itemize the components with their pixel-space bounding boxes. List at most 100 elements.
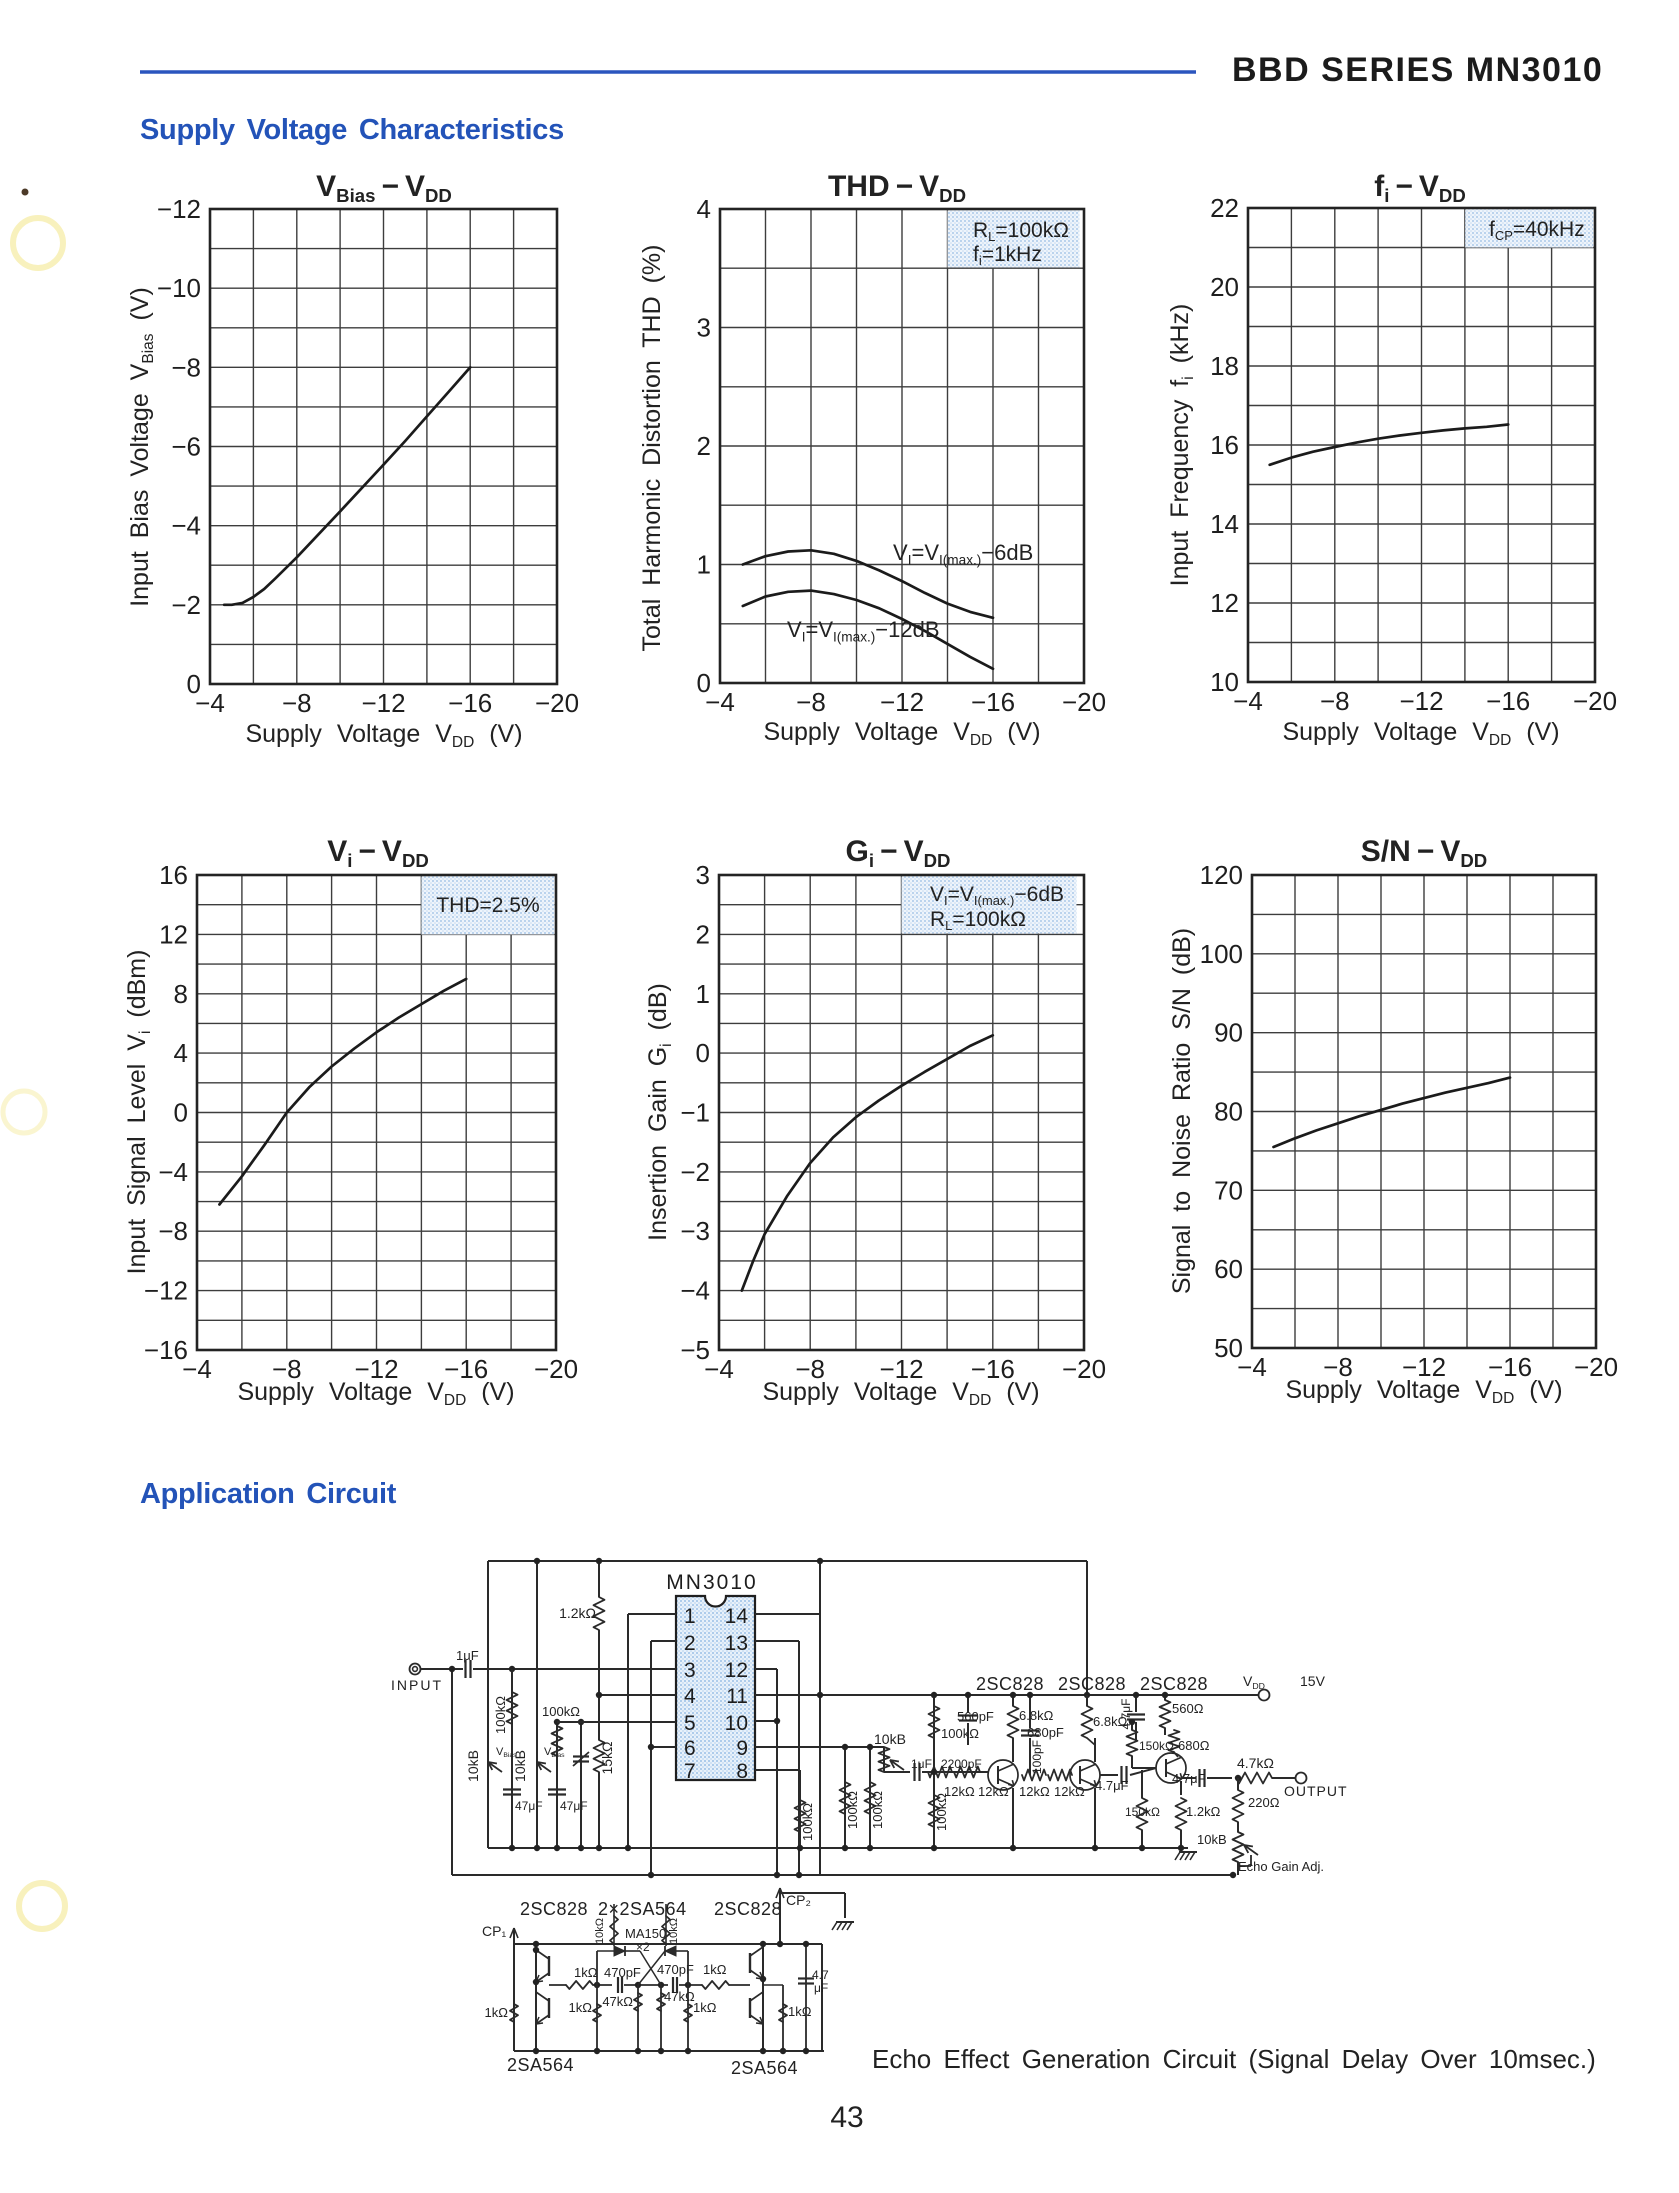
svg-text:S/N − VDD: S/N − VDD: [1361, 835, 1487, 871]
svg-text:10: 10: [1210, 667, 1239, 697]
svg-text:−4: −4: [680, 1276, 710, 1306]
svg-text:8: 8: [174, 979, 188, 1009]
svg-text:4.7μF: 4.7μF: [1172, 1771, 1206, 1786]
svg-text:12kΩ: 12kΩ: [1054, 1784, 1085, 1799]
svg-text:2SA564: 2SA564: [731, 2058, 798, 2078]
svg-text:−16: −16: [144, 1335, 188, 1365]
svg-text:4.7: 4.7: [812, 1968, 829, 1982]
svg-text:−4: −4: [195, 688, 225, 718]
svg-text:−4: −4: [1233, 686, 1263, 716]
svg-text:2SC828: 2SC828: [714, 1899, 782, 1919]
svg-text:20: 20: [1210, 272, 1239, 302]
svg-text:CP₂: CP₂: [786, 1892, 811, 1908]
svg-text:2SA564: 2SA564: [507, 2055, 574, 2075]
svg-text:12: 12: [1210, 588, 1239, 618]
svg-text:−4: −4: [171, 511, 201, 541]
svg-text:−16: −16: [448, 688, 492, 718]
svg-text:3: 3: [684, 1659, 696, 1682]
svg-text:−12: −12: [879, 1354, 923, 1384]
svg-text:−8: −8: [1320, 686, 1350, 716]
svg-text:120: 120: [1200, 860, 1243, 890]
svg-text:−16: −16: [444, 1354, 488, 1384]
svg-text:2SC828: 2SC828: [1140, 1674, 1208, 1694]
svg-text:RL=100kΩ: RL=100kΩ: [930, 908, 1026, 933]
svg-text:4: 4: [174, 1038, 188, 1068]
svg-text:μF: μF: [814, 1981, 828, 1995]
svg-text:−4: −4: [158, 1157, 188, 1187]
svg-text:150kΩ: 150kΩ: [1125, 1805, 1160, 1819]
svg-text:15kΩ: 15kΩ: [599, 1741, 615, 1774]
svg-text:1: 1: [684, 1605, 696, 1628]
svg-text:−12: −12: [354, 1354, 398, 1384]
svg-text:−16: −16: [1486, 686, 1530, 716]
svg-text:2SC828: 2SC828: [1058, 1674, 1126, 1694]
svg-text:10kB: 10kB: [512, 1750, 528, 1782]
svg-text:50: 50: [1214, 1333, 1243, 1363]
svg-text:−8: −8: [272, 1354, 302, 1384]
svg-text:470pF: 470pF: [604, 1965, 641, 1980]
svg-text:−20: −20: [1573, 686, 1617, 716]
svg-text:14: 14: [725, 1605, 749, 1628]
svg-text:−8: −8: [171, 352, 201, 382]
svg-text:VBias: VBias: [544, 1746, 565, 1759]
svg-text:Supply Voltage VDD (V): Supply Voltage VDD (V): [245, 720, 522, 751]
svg-text:Supply Voltage Characteristics: Supply Voltage Characteristics: [140, 114, 564, 146]
svg-text:220Ω: 220Ω: [1248, 1795, 1280, 1810]
svg-text:1μF: 1μF: [456, 1648, 479, 1663]
svg-text:13: 13: [725, 1632, 748, 1655]
svg-text:6.8kΩ: 6.8kΩ: [1093, 1714, 1128, 1729]
svg-text:100kΩ: 100kΩ: [934, 1793, 949, 1831]
svg-text:Vi − VDD: Vi − VDD: [327, 835, 429, 871]
svg-text:100pF: 100pF: [1030, 1740, 1044, 1774]
svg-text:1kΩ: 1kΩ: [485, 2005, 509, 2020]
svg-text:16: 16: [159, 860, 188, 890]
svg-text:INPUT: INPUT: [391, 1677, 443, 1693]
svg-text:−2: −2: [171, 590, 201, 620]
svg-text:−8: −8: [795, 1354, 825, 1384]
svg-text:10kΩ: 10kΩ: [594, 1918, 606, 1944]
svg-text:−1: −1: [680, 1098, 710, 1128]
svg-text:THD=2.5%: THD=2.5%: [436, 894, 539, 917]
svg-text:Signal to Noise Ratio S/N (d: Signal to Noise Ratio S/N (dB): [1168, 928, 1196, 1294]
svg-text:fi − VDD: fi − VDD: [1374, 170, 1466, 206]
svg-text:−4: −4: [705, 687, 735, 717]
svg-text:BBD SERIES MN3010: BBD SERIES MN3010: [1232, 51, 1603, 89]
svg-text:100kΩ: 100kΩ: [800, 1803, 815, 1841]
svg-text:Application Circuit: Application Circuit: [140, 1478, 397, 1510]
svg-text:12kΩ: 12kΩ: [944, 1784, 975, 1799]
svg-text:−16: −16: [971, 687, 1015, 717]
svg-text:−6: −6: [171, 432, 201, 462]
svg-text:560pF: 560pF: [957, 1709, 994, 1724]
svg-text:−20: −20: [1062, 1354, 1106, 1384]
svg-text:−12: −12: [361, 688, 405, 718]
svg-text:12kΩ: 12kΩ: [978, 1784, 1009, 1799]
svg-text:−2: −2: [680, 1157, 710, 1187]
svg-text:150kΩ: 150kΩ: [1139, 1739, 1174, 1753]
svg-text:11: 11: [726, 1685, 748, 1708]
svg-text:2: 2: [684, 1632, 696, 1655]
svg-text:−8: −8: [796, 687, 826, 717]
svg-text:Gi − VDD: Gi − VDD: [846, 835, 951, 871]
svg-text:fCP=40kHz: fCP=40kHz: [1489, 218, 1585, 243]
svg-text:Echo Gain Adj.: Echo Gain Adj.: [1238, 1859, 1324, 1874]
svg-text:1: 1: [696, 979, 710, 1009]
svg-text:60: 60: [1214, 1254, 1243, 1284]
svg-text:9: 9: [736, 1737, 748, 1760]
svg-text:100kΩ: 100kΩ: [870, 1791, 885, 1829]
svg-text:12: 12: [725, 1659, 748, 1682]
svg-text:14: 14: [1210, 509, 1239, 539]
svg-text:−20: −20: [1062, 687, 1106, 717]
svg-text:VI=VI(max.)−6dB: VI=VI(max.)−6dB: [893, 540, 1033, 567]
svg-text:47kΩ: 47kΩ: [602, 1994, 633, 2009]
svg-text:−12: −12: [157, 194, 201, 224]
svg-text:−20: −20: [534, 1354, 578, 1384]
svg-text:2: 2: [696, 919, 710, 949]
svg-text:1: 1: [697, 550, 711, 580]
svg-text:×2: ×2: [636, 1940, 650, 1954]
svg-text:100kΩ: 100kΩ: [941, 1726, 979, 1741]
svg-text:1kΩ: 1kΩ: [788, 2004, 812, 2019]
svg-text:47kΩ: 47kΩ: [664, 1989, 695, 2004]
svg-text:680Ω: 680Ω: [1178, 1738, 1210, 1753]
svg-text:4: 4: [684, 1685, 696, 1708]
svg-text:Insertion Gain Gi (dB): Insertion Gain Gi (dB): [644, 983, 675, 1241]
